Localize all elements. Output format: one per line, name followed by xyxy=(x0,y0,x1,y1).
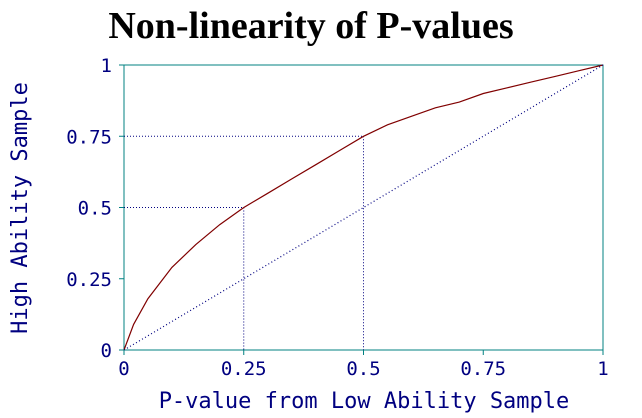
x-tick-label: 1 xyxy=(597,358,608,380)
y-tick-label: 0 xyxy=(101,340,112,362)
x-tick-label: 0 xyxy=(118,358,129,380)
y-axis-label: High Ability Sample xyxy=(8,82,33,334)
series-line-curve xyxy=(123,64,604,351)
plot-area: 0 0.25 0.5 0.75 1 0 0.25 0.5 0.75 1 xyxy=(66,55,608,380)
x-tick-label: 0.25 xyxy=(221,358,267,380)
y-tick-label: 1 xyxy=(101,55,112,77)
x-tick-label: 0.5 xyxy=(346,358,380,380)
x-tick-label: 0.75 xyxy=(460,358,506,380)
chart-title: Non-linearity of P-values xyxy=(108,5,513,47)
y-tick-label: 0.25 xyxy=(66,269,112,291)
y-tick-label: 0.75 xyxy=(66,126,112,148)
y-tick-label: 0.5 xyxy=(78,198,112,220)
x-axis-label: P-value from Low Ability Sample xyxy=(159,389,570,414)
